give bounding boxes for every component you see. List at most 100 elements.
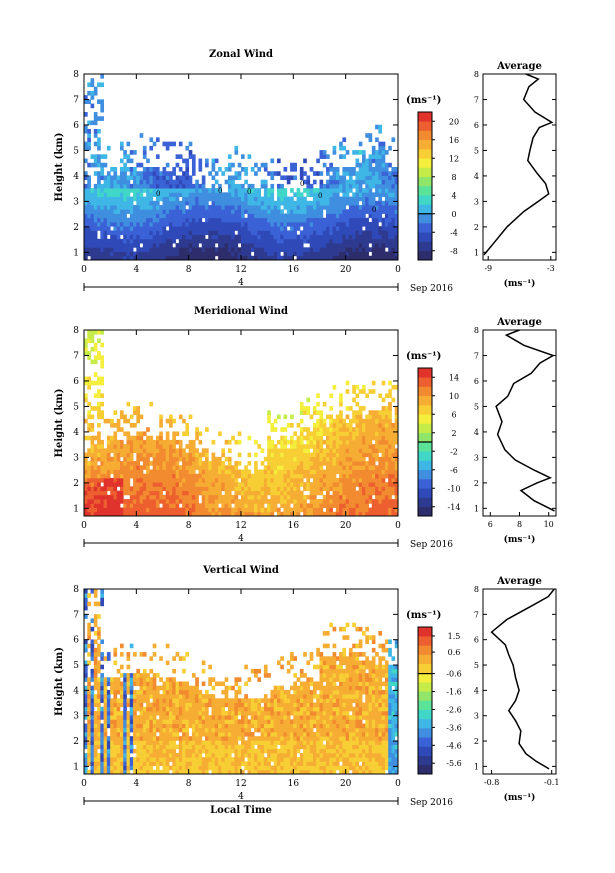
contour-label: 0 (247, 188, 251, 196)
average-x-tick-label: -0.1 (544, 778, 559, 787)
date-label: Sep 2016 (410, 798, 453, 808)
colorbar-tick-label: -14 (448, 503, 461, 512)
average-y-tick-label: 3 (474, 197, 479, 206)
units-label: (ms⁻¹) (406, 351, 441, 362)
x-tick-label: 8 (186, 779, 192, 789)
colorbar-swatch (418, 395, 432, 406)
colorbar-swatch (418, 442, 432, 452)
y-tick-label: 1 (73, 504, 79, 514)
colorbar-swatch (418, 186, 432, 196)
colorbar-tick-label: 6 (451, 410, 456, 419)
average-title: Average (496, 61, 542, 72)
colorbar-tick-label: 0 (451, 210, 456, 219)
y-tick-label: 3 (73, 453, 79, 463)
x-tick-label: 8 (186, 265, 192, 275)
colorbar-swatch (418, 691, 432, 701)
average-y-tick-label: 5 (474, 661, 479, 670)
colorbar-swatch (418, 121, 432, 131)
colorbar-swatch (418, 627, 432, 637)
x-tick-label: 0 (81, 521, 87, 531)
colorbar-swatch (418, 488, 432, 498)
colorbar-tick-label: 1.5 (448, 632, 461, 641)
average-y-tick-label: 8 (474, 326, 479, 335)
colorbar-swatch (418, 709, 432, 720)
colorbar-swatch (418, 139, 432, 150)
colorbar-tick-label: 10 (449, 392, 459, 401)
average-y-tick-label: 5 (474, 146, 479, 155)
x-tick-label: 20 (340, 265, 352, 275)
colorbar-swatch (418, 213, 432, 224)
average-x-tick-label: -3 (547, 264, 555, 273)
colorbar-tick-label: -8 (450, 247, 458, 256)
x-tick-label: 12 (235, 265, 246, 275)
colorbar-tick-label: -4.6 (446, 741, 461, 750)
panel-title: Vertical Wind (202, 565, 279, 576)
x-tick-label: 0 (395, 521, 401, 531)
average-frame (482, 329, 557, 517)
y-tick-label: 8 (73, 326, 79, 336)
colorbar-frame (417, 626, 433, 775)
x-tick-label: 12 (235, 779, 246, 789)
colorbar-swatch (418, 223, 432, 233)
colorbar-swatch (418, 469, 432, 480)
y-tick-label: 4 (73, 172, 79, 182)
colorbar-swatch (418, 718, 432, 729)
colorbar-swatch (418, 479, 432, 489)
colorbar-tick-label: -10 (448, 484, 461, 493)
average-y-tick-label: 3 (474, 712, 479, 721)
colorbar-swatch (418, 672, 432, 683)
colorbar-swatch (418, 176, 432, 187)
colorbar-tick-label: -0.6 (446, 670, 461, 679)
average-x-tick-label: 8 (517, 520, 522, 529)
colorbar-swatch (418, 414, 432, 424)
y-tick-label: 3 (73, 197, 79, 207)
average-frame (482, 588, 557, 775)
colorbar-tick-label: -6 (450, 466, 458, 475)
y-tick-label: 7 (73, 610, 79, 620)
y-tick-label: 6 (73, 377, 79, 387)
contour-label: 0 (318, 192, 322, 200)
average-x-tick-label: 6 (488, 520, 493, 529)
x-axis-label: Local Time (210, 805, 272, 816)
y-tick-label: 7 (73, 95, 79, 105)
average-y-tick-label: 4 (474, 428, 479, 437)
colorbar-swatch (418, 250, 432, 261)
colorbar-swatch (418, 663, 432, 674)
y-tick-label: 5 (73, 402, 79, 412)
colorbar-swatch (418, 746, 432, 756)
average-profile-line (495, 329, 555, 512)
colorbar-swatch (418, 506, 432, 517)
colorbar-swatch (418, 368, 432, 378)
contour-label: 0 (218, 187, 222, 195)
average-x-tick-label: 10 (544, 520, 554, 529)
x-tick-label: 0 (395, 265, 401, 275)
panel-title: Meridional Wind (194, 306, 288, 317)
average-y-tick-label: 7 (474, 351, 479, 360)
average-panel: Average 1 2 3 4 5 6 7 8 -0.8 -0.1 (ms⁻¹) (474, 576, 560, 803)
average-unit: (ms⁻¹) (504, 534, 536, 545)
colorbar-swatch (418, 377, 432, 387)
colorbar-swatch (418, 405, 432, 415)
y-tick-label: 5 (73, 146, 79, 156)
colorbar-swatch (418, 241, 432, 252)
y-tick-label: 5 (73, 661, 79, 671)
y-tick-label: 6 (73, 121, 79, 131)
colorbar-swatch (418, 654, 432, 665)
colorbar-swatch (418, 636, 432, 646)
colorbar-tick-label: 16 (449, 136, 459, 145)
date-label: Sep 2016 (410, 284, 453, 294)
y-tick-label: 7 (73, 351, 79, 361)
average-unit: (ms⁻¹) (504, 278, 536, 289)
colorbar-swatch (418, 645, 432, 655)
average-frame (482, 73, 557, 261)
colorbar-tick-label: -2.6 (446, 705, 461, 714)
x-tick-label: 16 (288, 265, 300, 275)
average-y-tick-label: 2 (474, 479, 479, 488)
y-tick-label: 6 (73, 636, 79, 646)
heatmap-cells (84, 589, 399, 775)
colorbar-tick-label: 4 (451, 191, 456, 200)
units-label: (ms⁻¹) (406, 95, 441, 106)
